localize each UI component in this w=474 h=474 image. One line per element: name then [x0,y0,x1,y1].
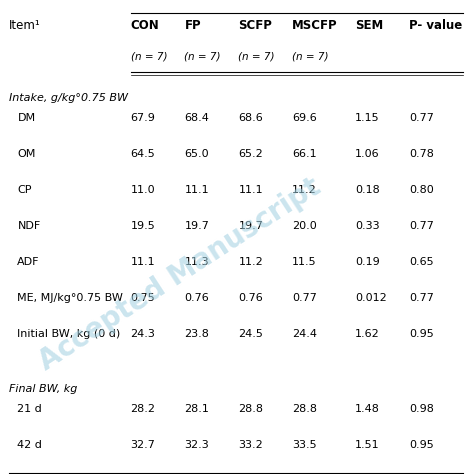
Text: Initial BW, kg (0 d): Initial BW, kg (0 d) [18,329,120,339]
Text: Intake, g/kg°0.75 BW: Intake, g/kg°0.75 BW [9,93,128,103]
Text: SCFP: SCFP [238,19,272,32]
Text: 33.2: 33.2 [238,440,263,450]
Text: 68.6: 68.6 [238,112,263,123]
Text: 19.5: 19.5 [130,221,155,231]
Text: 20.0: 20.0 [292,221,317,231]
Text: ADF: ADF [18,257,40,267]
Text: OM: OM [18,149,36,159]
Text: 1.48: 1.48 [355,404,380,414]
Text: Accepted Manuscript: Accepted Manuscript [34,173,326,376]
Text: 11.3: 11.3 [184,257,209,267]
Text: 11.5: 11.5 [292,257,317,267]
Text: 11.1: 11.1 [184,185,209,195]
Text: 0.77: 0.77 [292,293,317,303]
Text: 0.77: 0.77 [409,112,434,123]
Text: Item¹: Item¹ [9,19,41,32]
Text: 11.0: 11.0 [130,185,155,195]
Text: 42 d: 42 d [18,440,42,450]
Text: 0.33: 0.33 [355,221,380,231]
Text: CP: CP [18,185,32,195]
Text: 0.76: 0.76 [238,293,263,303]
Text: (n = 7): (n = 7) [130,52,167,62]
Text: 0.65: 0.65 [409,257,434,267]
Text: (n = 7): (n = 7) [184,52,221,62]
Text: (n = 7): (n = 7) [292,52,329,62]
Text: MSCFP: MSCFP [292,19,338,32]
Text: 23.8: 23.8 [184,329,210,339]
Text: 32.7: 32.7 [130,440,155,450]
Text: 1.06: 1.06 [355,149,380,159]
Text: 24.4: 24.4 [292,329,317,339]
Text: DM: DM [18,112,36,123]
Text: 21 d: 21 d [18,404,42,414]
Text: 64.5: 64.5 [130,149,155,159]
Text: 11.2: 11.2 [238,257,263,267]
Text: 32.3: 32.3 [184,440,209,450]
Text: 1.15: 1.15 [355,112,380,123]
Text: 0.77: 0.77 [409,221,434,231]
Text: 68.4: 68.4 [184,112,210,123]
Text: 1.62: 1.62 [355,329,380,339]
Text: 28.8: 28.8 [238,404,264,414]
Text: ME, MJ/kg°0.75 BW: ME, MJ/kg°0.75 BW [18,293,123,303]
Text: 33.5: 33.5 [292,440,317,450]
Text: 24.5: 24.5 [238,329,263,339]
Text: 67.9: 67.9 [130,112,155,123]
Text: 65.2: 65.2 [238,149,263,159]
Text: 0.76: 0.76 [184,293,209,303]
Text: 0.19: 0.19 [355,257,380,267]
Text: 11.1: 11.1 [238,185,263,195]
Text: 1.51: 1.51 [355,440,380,450]
Text: 69.6: 69.6 [292,112,317,123]
Text: CON: CON [130,19,159,32]
Text: 0.77: 0.77 [409,293,434,303]
Text: 0.80: 0.80 [409,185,434,195]
Text: 0.95: 0.95 [409,440,434,450]
Text: 0.78: 0.78 [409,149,434,159]
Text: 0.98: 0.98 [409,404,434,414]
Text: 0.012: 0.012 [355,293,387,303]
Text: 28.1: 28.1 [184,404,210,414]
Text: Final BW, kg: Final BW, kg [9,384,78,394]
Text: FP: FP [184,19,201,32]
Text: 28.2: 28.2 [130,404,155,414]
Text: SEM: SEM [355,19,383,32]
Text: 65.0: 65.0 [184,149,209,159]
Text: 0.18: 0.18 [355,185,380,195]
Text: 24.3: 24.3 [130,329,155,339]
Text: 11.1: 11.1 [130,257,155,267]
Text: 19.7: 19.7 [184,221,210,231]
Text: 0.75: 0.75 [130,293,155,303]
Text: 19.7: 19.7 [238,221,263,231]
Text: 66.1: 66.1 [292,149,317,159]
Text: P- value: P- value [409,19,462,32]
Text: (n = 7): (n = 7) [238,52,275,62]
Text: 0.95: 0.95 [409,329,434,339]
Text: 28.8: 28.8 [292,404,317,414]
Text: NDF: NDF [18,221,41,231]
Text: 11.2: 11.2 [292,185,317,195]
